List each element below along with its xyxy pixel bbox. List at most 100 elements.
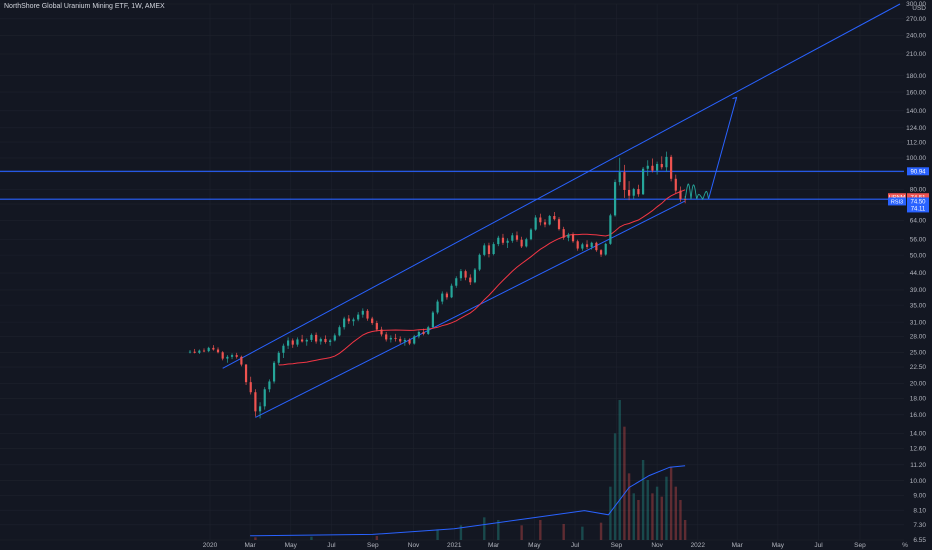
candle-body [543,222,547,225]
candle-body [385,334,388,340]
volume-bar [310,536,313,540]
candle-body [394,337,397,339]
horizontal-lines[interactable] [0,170,904,200]
candle-body [202,350,206,352]
candle-body [450,285,453,298]
candle-body [679,190,682,200]
x-tick-label: Jul [571,542,580,549]
y-tick-label: 10.00 [910,478,927,485]
price-tag-box [907,204,929,213]
y-tick-label: 240.00 [906,32,926,39]
chart-grid [0,3,904,541]
y-tick-label: 18.00 [910,396,927,403]
y-tick-label: 124.00 [906,125,926,132]
projection-arrow[interactable] [708,96,738,200]
candle-body [651,165,654,171]
candle-body [291,340,294,345]
volume-bar [655,486,659,540]
ma-path [278,189,686,366]
x-tick-label: Mar [732,542,744,549]
x-tick-label: Sep [854,542,866,549]
volume-bar [632,493,635,540]
candle-body [268,381,271,390]
candle-body [389,337,392,340]
candle-body [198,350,201,353]
candle-body [571,234,575,242]
candle-body [539,217,542,223]
candle-body [399,338,402,342]
price-tag-label: RSI3 [891,199,903,205]
y-tick-label: 56.00 [910,236,927,243]
projection-arrowhead [732,96,738,102]
price-tag-box [907,197,929,206]
candle-body [207,347,210,352]
volume-bar [539,520,542,540]
candle-body [371,318,374,324]
y-tick-label: 20.00 [910,381,927,388]
y-tick-label: 22.50 [910,364,927,371]
candle-body [301,339,304,342]
candle-body [641,168,645,195]
candle-body [487,245,491,255]
candle-body [357,314,360,320]
candlestick-series[interactable] [188,151,687,419]
volume-bar [520,525,523,540]
candle-body [684,199,687,200]
candle-body [665,156,668,168]
candle-body [240,356,243,365]
volume-bar [459,525,463,540]
time-axis[interactable]: 2020 Mar May Jul Sep Nov 2021 Mar May Jul Sep Nov 20… [203,542,908,549]
volume-bar [623,426,626,540]
candle-body [562,229,565,238]
x-tick-label: 2020 [203,542,218,549]
candle-body [216,349,220,353]
candle-body [258,406,262,412]
candle-body [627,189,631,196]
candle-body [193,351,196,353]
volume-bar [436,529,439,540]
y-tick-label: 140.00 [906,108,926,115]
candle-body [319,338,322,342]
volume-bars [254,400,687,540]
y-tick-label: 14.00 [910,431,927,438]
volume-bar [609,486,612,540]
volume-bar [669,466,673,540]
y-tick-label: 31.00 [910,319,927,326]
x-tick-label: Mar [244,542,256,549]
y-tick-label: 11.20 [910,462,926,469]
candle-body [212,347,215,350]
candle-body [310,334,313,340]
volume-bar [618,400,621,540]
candle-body [492,244,495,255]
y-tick-label: 7.30 [913,522,926,529]
volume-bar [637,500,640,540]
trend-channel[interactable] [222,3,901,418]
candle-body [656,163,659,171]
candle-body [613,182,617,216]
candle-body [455,278,458,286]
y-tick-label: 25.00 [910,349,927,356]
price-tag-value: 74.50 [910,200,926,206]
candle-body [305,339,308,342]
candle-body [497,237,500,245]
candle-body [557,219,561,230]
y-tick-label: 300.00 [906,1,926,8]
y-tick-label: 35.00 [910,302,927,309]
candle-body [352,319,355,322]
moving-average-line [278,189,686,366]
candle-body [296,339,299,345]
candle-body [263,389,266,407]
candle-body [511,235,514,241]
candle-body [413,336,416,344]
currency-label: USD [912,5,926,12]
volume-ma-path [250,465,686,537]
volume-ma-line [250,465,686,537]
volume-bar [254,537,257,540]
volume-bar [641,460,645,540]
price-axis[interactable]: 300.00 270.00 240.00 210.00 180.00 160.00 140.… [906,1,926,544]
candle-body [599,250,603,255]
x-tick-label: 2021 [447,542,462,549]
candle-body [244,364,248,383]
x-tick-label: % [902,542,908,549]
